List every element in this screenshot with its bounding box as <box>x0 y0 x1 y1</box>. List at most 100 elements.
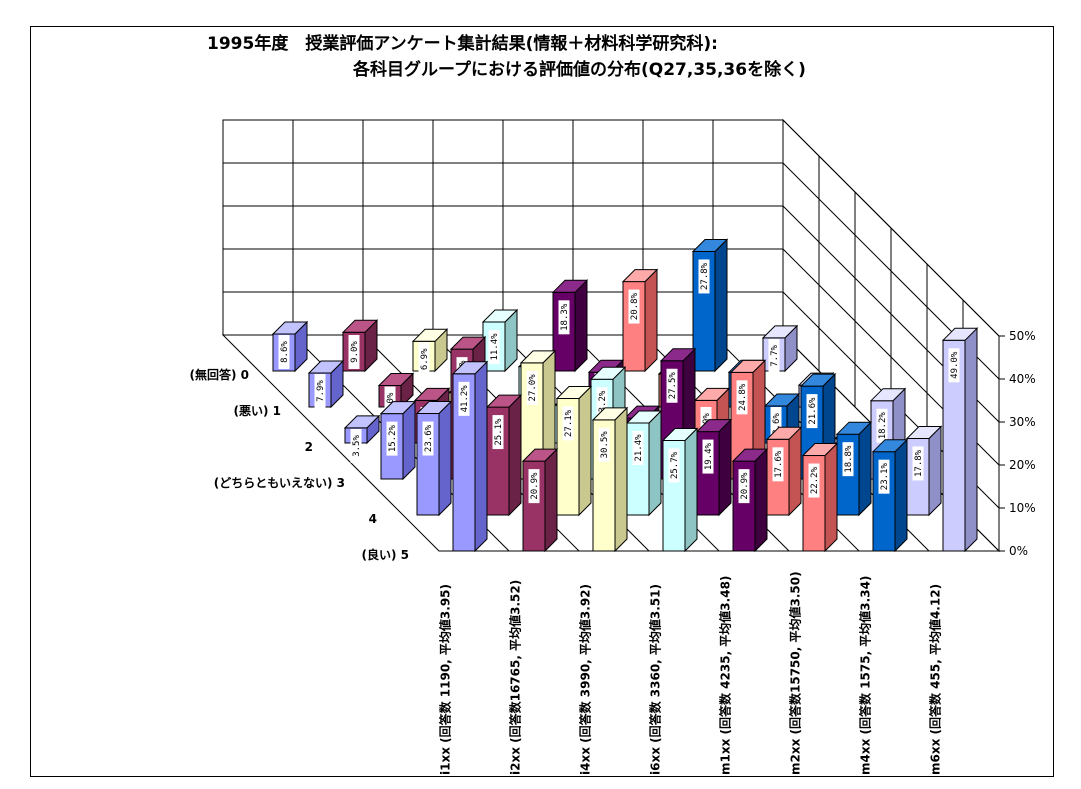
data-label-box <box>876 408 888 443</box>
bar: 25.1% <box>485 393 523 517</box>
y-tick-label: 50% <box>1009 329 1036 343</box>
data-label-box <box>698 259 710 294</box>
row-label: (良い) 5 <box>362 547 410 562</box>
chart-bars: 8.6% 9.0% 6.9% 11.4% 18.3% 20.8% 27.8% 7.7% 7.9%… <box>271 238 979 553</box>
data-label: 49.0% <box>950 351 960 379</box>
data-label: 7.9% <box>316 380 326 402</box>
y-tick-label: 0% <box>1009 544 1028 558</box>
data-label-box <box>770 407 782 442</box>
data-label-box <box>488 329 500 364</box>
data-label: 18.3% <box>560 303 570 331</box>
bar-side <box>754 447 768 553</box>
bar-side <box>718 418 732 517</box>
bar-side <box>438 400 452 517</box>
category-label: i1xx (回答数 1190, 平均値3.95) <box>438 584 453 775</box>
data-label-box <box>492 415 504 450</box>
bar: 20.9% <box>521 447 559 553</box>
bar-side <box>894 438 908 553</box>
data-label-box <box>422 421 434 456</box>
row-label: 4 <box>369 512 377 526</box>
bar: 49.0% <box>941 327 979 553</box>
data-label-box <box>948 348 960 383</box>
data-label-box <box>348 335 360 369</box>
bar-side <box>788 426 802 517</box>
bar-side <box>714 238 728 373</box>
data-label-box <box>806 394 818 429</box>
bar: 25.7% <box>661 427 699 553</box>
data-label: 6.9% <box>420 348 430 370</box>
bar-side <box>684 427 698 553</box>
row-label: 2 <box>305 440 313 454</box>
bar-top <box>905 426 943 439</box>
data-label-box <box>596 387 608 422</box>
bar-top <box>589 366 627 380</box>
category-label: i4xx (回答数 3990, 平均値3.92) <box>578 584 593 775</box>
bar: 20.9% <box>731 447 769 553</box>
bar-top <box>695 419 733 433</box>
data-label-box <box>768 338 780 373</box>
data-label: 8.6% <box>772 413 782 435</box>
data-label: 27.1% <box>564 409 574 437</box>
bar-top <box>661 428 699 441</box>
bar-side <box>544 447 558 553</box>
bar: 18.8% <box>835 420 873 517</box>
bar-side <box>508 393 522 517</box>
bar-top <box>621 269 659 283</box>
bar-top <box>799 373 837 387</box>
bar: 15.2% <box>379 400 417 481</box>
bar: 17.6% <box>765 426 803 517</box>
data-label-box <box>528 469 540 504</box>
bar: 19.4% <box>695 418 733 517</box>
data-label: 19.4% <box>704 442 714 470</box>
bar: 8.6% <box>271 320 309 373</box>
data-label-box <box>458 381 470 416</box>
data-label: 18.2% <box>878 412 888 440</box>
bar-top <box>481 309 519 323</box>
bar-top <box>551 279 589 293</box>
data-label: 11.4% <box>490 333 500 361</box>
y-tick-label: 40% <box>1009 372 1036 386</box>
bar-side <box>578 385 592 517</box>
bar: 20.8% <box>621 268 659 373</box>
data-label-box <box>668 448 680 483</box>
bar-top <box>659 348 697 362</box>
data-label: 3.5% <box>352 435 362 457</box>
data-label: 7.7% <box>770 344 780 366</box>
bar-top <box>343 415 381 429</box>
bar-top <box>835 421 873 435</box>
data-label-box <box>628 289 640 324</box>
data-label: 23.2% <box>598 390 608 418</box>
data-label-box <box>772 447 784 482</box>
bar-side <box>614 406 628 553</box>
data-label-box <box>666 368 678 403</box>
category-label: i6xx (回答数 3360, 平均値3.51) <box>648 584 663 775</box>
data-label-box <box>632 430 644 465</box>
bar-top <box>625 410 663 424</box>
y-tick-label: 20% <box>1009 458 1036 472</box>
bar-top <box>377 373 415 386</box>
data-label: 9.0% <box>350 341 360 363</box>
bar-side <box>574 279 588 373</box>
y-tick-label: 10% <box>1009 501 1036 515</box>
bar-top <box>801 443 839 456</box>
bar-side <box>964 327 978 553</box>
data-label-box <box>314 374 326 409</box>
data-label: 17.6% <box>774 450 784 478</box>
data-label: 18.8% <box>844 445 854 473</box>
data-label: 8.6% <box>280 341 290 363</box>
data-label: 22.2% <box>810 466 820 494</box>
bar-top <box>519 350 557 364</box>
bar: 9.0% <box>341 319 379 373</box>
bar-top <box>271 321 309 335</box>
bar-top <box>555 386 593 399</box>
bar: 22.2% <box>801 442 839 553</box>
bar: 27.1% <box>555 385 593 517</box>
bar-top <box>731 448 769 462</box>
data-label: 20.9% <box>740 472 750 500</box>
bar: 3.5% <box>343 414 381 463</box>
bar-top <box>591 407 629 421</box>
bar: 7.9% <box>307 359 345 409</box>
bar-top <box>691 239 729 252</box>
chart-title: 1995年度 授業評価アンケート集計結果(情報＋材料科学研究科): <box>207 33 718 54</box>
bar-top <box>761 325 799 339</box>
